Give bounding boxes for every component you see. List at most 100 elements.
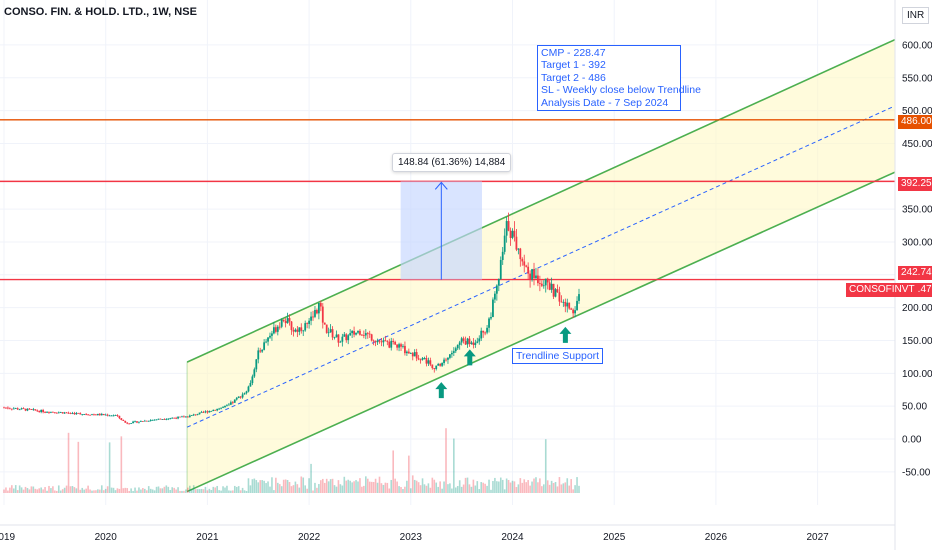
candle-body	[214, 409, 217, 411]
candle-body	[535, 275, 537, 279]
candle-body	[186, 416, 189, 418]
volume-bar	[411, 475, 414, 493]
candle-body	[538, 283, 541, 284]
volume-bar	[286, 479, 289, 493]
candle-body	[501, 251, 504, 260]
volume-bar	[460, 486, 463, 493]
volume-bar	[145, 490, 148, 493]
candle-body	[433, 368, 436, 370]
candle-body	[26, 408, 29, 411]
volume-bar	[339, 484, 342, 493]
candle-body	[578, 294, 580, 301]
volume-bar	[521, 482, 524, 493]
volume-bar	[61, 489, 64, 493]
volume-bar	[265, 483, 267, 493]
candle-body	[394, 341, 397, 345]
candle-body	[404, 345, 406, 354]
candle-body	[5, 407, 7, 409]
volume-bar	[144, 488, 146, 493]
volume-bar	[177, 487, 179, 493]
x-tick-label-5: 2024	[501, 532, 524, 543]
candle-body	[378, 340, 381, 342]
candle-body	[374, 341, 377, 343]
candle-body	[226, 405, 228, 407]
volume-bar	[365, 476, 367, 493]
volume-bar	[349, 480, 351, 493]
volume-bar	[81, 487, 84, 493]
candle-body	[445, 359, 447, 361]
volume-bar	[578, 485, 580, 493]
candle-body	[173, 417, 176, 419]
candle-body	[478, 338, 481, 342]
candle-body	[251, 376, 254, 384]
price-tag-486: 486.00	[898, 115, 932, 129]
candle-body	[353, 331, 355, 335]
volume-bar	[425, 485, 428, 493]
candle-body	[405, 351, 408, 354]
volume-bar	[312, 490, 314, 493]
volume-bar	[498, 481, 500, 493]
volume-bar	[118, 488, 121, 493]
candle-body	[431, 364, 434, 369]
currency-label[interactable]: INR	[902, 7, 930, 24]
volume-bar	[351, 482, 353, 493]
candle-body	[271, 333, 273, 336]
volume-bar	[85, 488, 87, 493]
volume-bar	[486, 485, 488, 493]
candle-body	[308, 320, 310, 324]
candle-body	[28, 408, 31, 410]
volume-bar	[9, 487, 11, 493]
volume-bar	[249, 485, 252, 493]
analysis-note[interactable]: CMP - 228.47 Target 1 - 392 Target 2 - 4…	[537, 45, 701, 112]
volume-bar	[222, 486, 224, 493]
volume-bar	[458, 480, 461, 493]
candle-body	[249, 383, 252, 387]
candle-body	[495, 285, 498, 294]
candle-body	[81, 414, 84, 416]
volume-bar	[296, 484, 299, 493]
candle-body	[357, 330, 359, 333]
volume-bar	[65, 485, 68, 493]
candle-body	[335, 334, 338, 338]
candle-body	[419, 359, 422, 361]
volume-bar	[100, 485, 103, 493]
channel-upper-line	[186, 23, 930, 363]
candle-body	[325, 324, 328, 333]
volume-bar	[576, 477, 578, 493]
trendline-support-label[interactable]: Trendline Support	[512, 348, 604, 364]
volume-bar	[179, 490, 181, 493]
volume-bar	[376, 482, 379, 493]
candle-body	[177, 416, 179, 419]
volume-bar	[97, 489, 99, 493]
volume-bar	[241, 487, 244, 493]
volume-bar	[46, 490, 48, 493]
candle-body	[517, 248, 520, 250]
candle-body	[198, 412, 201, 415]
candle-body	[130, 423, 133, 425]
volume-bar	[77, 441, 80, 493]
volume-bar	[50, 488, 52, 493]
candle-body	[216, 408, 219, 411]
x-tick-label-7: 2026	[705, 532, 728, 543]
candle-body	[149, 420, 152, 421]
volume-bar	[466, 477, 469, 493]
volume-bar	[95, 490, 97, 493]
candle-body	[274, 327, 277, 332]
volume-bar	[30, 486, 33, 493]
volume-bar	[11, 485, 13, 493]
volume-bar	[261, 480, 263, 493]
x-tick-label-8: 2027	[806, 532, 829, 543]
candle-body	[165, 419, 168, 420]
volume-bar	[48, 485, 50, 493]
candle-body	[159, 418, 162, 420]
candle-body	[509, 230, 512, 238]
volume-bar	[476, 481, 479, 493]
x-tick-label-0: 2019	[0, 532, 16, 543]
volume-bar	[181, 490, 183, 493]
volume-bar	[321, 478, 324, 493]
candle-body	[400, 344, 402, 347]
volume-bar	[192, 485, 195, 493]
volume-bar	[67, 432, 70, 493]
candle-body	[55, 412, 58, 414]
